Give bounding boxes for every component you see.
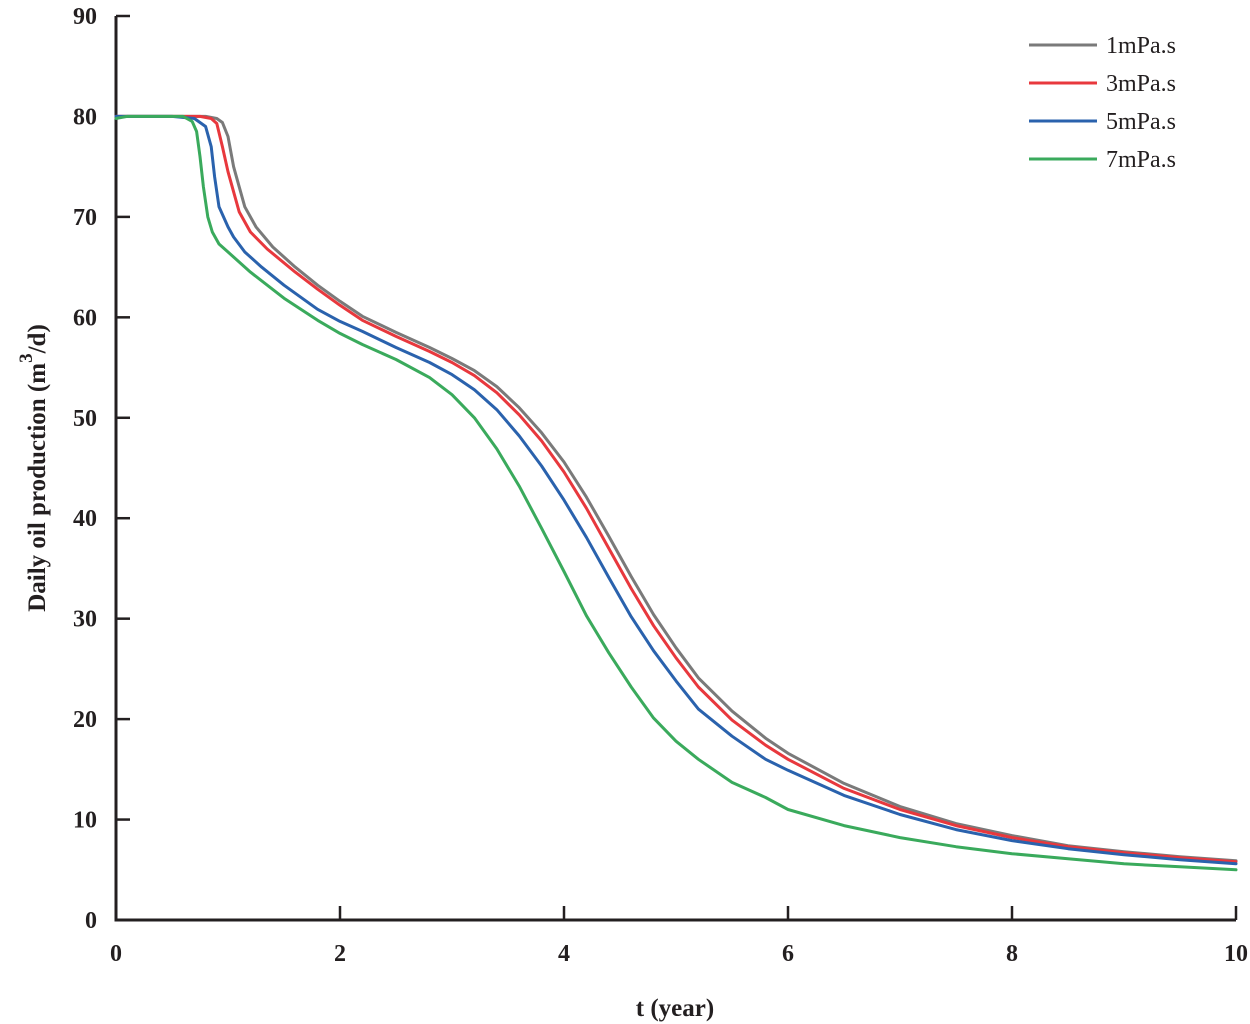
y-tick-label: 10	[73, 808, 97, 834]
series-line-2	[114, 114, 1238, 864]
legend-label: 1mPa.s	[1106, 33, 1176, 59]
ticks: 0 10 20 30 40 50 60 70 80 90 0 2 4 6 8 10	[73, 4, 1248, 967]
x-tick-label: 8	[1006, 941, 1018, 967]
y-tick-label: 0	[85, 908, 97, 934]
x-axis-title: t (year)	[636, 995, 714, 1022]
y-tick-label: 60	[73, 305, 97, 331]
y-axis-title: Daily oil production (m3/d)	[16, 324, 51, 612]
legend: 1mPa.s 3mPa.s 5mPa.s 7mPa.s	[1029, 33, 1176, 173]
axes	[114, 16, 1236, 922]
y-tick-label: 50	[73, 406, 97, 432]
series-line-4	[114, 114, 1238, 872]
x-tick-label: 10	[1224, 941, 1248, 967]
y-axis-title-sup: 3	[16, 353, 37, 363]
y-axis-title-main: Daily oil production (m	[24, 363, 51, 612]
legend-label: 7mPa.s	[1106, 147, 1176, 173]
y-tick-label: 30	[73, 607, 97, 633]
series-lines	[114, 114, 1238, 872]
y-tick-label: 80	[73, 104, 97, 130]
x-tick-label: 0	[110, 941, 122, 967]
legend-label: 5mPa.s	[1106, 109, 1176, 135]
series-line-1	[114, 114, 1238, 863]
y-tick-label: 90	[73, 4, 97, 30]
y-tick-label: 40	[73, 506, 97, 532]
x-tick-label: 2	[334, 941, 346, 967]
series-line-3	[114, 114, 1238, 866]
y-tick-label: 20	[73, 707, 97, 733]
legend-label: 3mPa.s	[1106, 71, 1176, 97]
x-tick-label: 4	[558, 941, 570, 967]
y-tick-label: 70	[73, 205, 97, 231]
x-tick-label: 6	[782, 941, 794, 967]
y-axis-title-tail: /d)	[24, 324, 51, 354]
svg-text:Daily oil production (m3/d): Daily oil production (m3/d)	[16, 324, 51, 612]
